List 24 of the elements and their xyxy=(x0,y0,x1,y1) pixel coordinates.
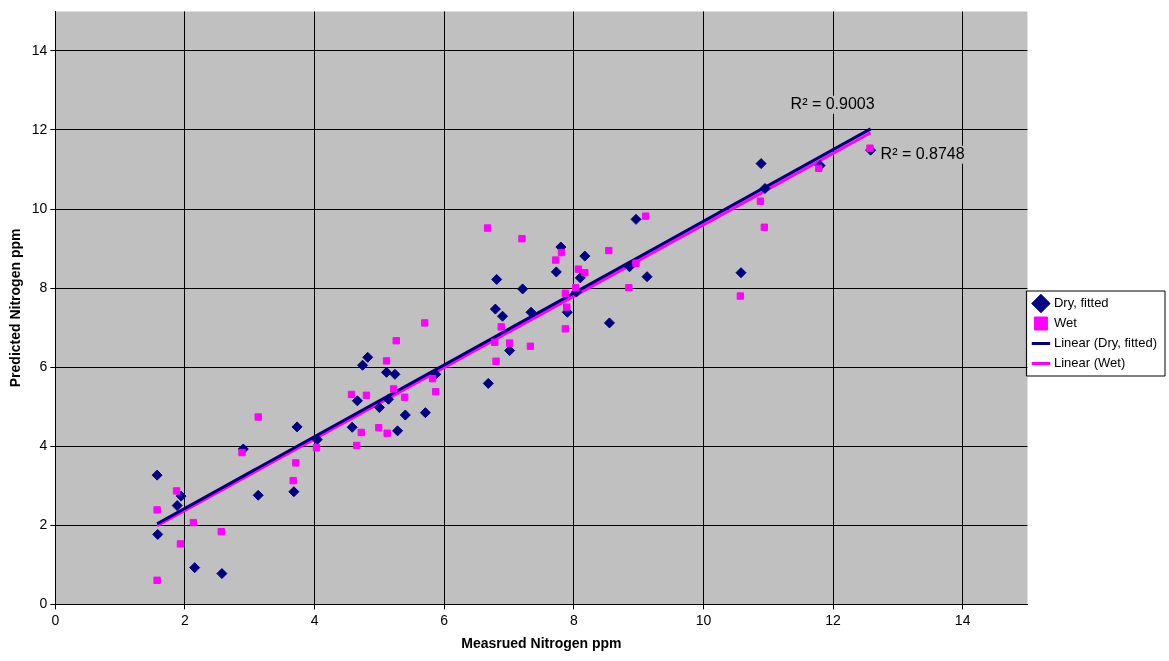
x-axis-title: Measrued Nitrogen ppm xyxy=(461,635,622,652)
y-tick-label: 0 xyxy=(39,595,48,612)
legend-label: Linear (Dry, fitted) xyxy=(1053,335,1158,351)
x-tick-label: 2 xyxy=(181,611,190,628)
y-tick-label: 6 xyxy=(39,358,48,375)
y-tick-label: 10 xyxy=(31,199,48,216)
x-tick-label: 4 xyxy=(310,611,319,628)
y-tick-label: 2 xyxy=(39,516,48,533)
legend-label: Dry, fitted xyxy=(1053,295,1109,311)
x-tick-label: 10 xyxy=(695,611,712,628)
x-tick-label: 12 xyxy=(825,611,842,628)
annotation: R² = 0.9003 xyxy=(790,95,875,113)
x-tick-label: 0 xyxy=(51,611,60,628)
x-tick-label: 6 xyxy=(440,611,449,628)
annotation: R² = 0.8748 xyxy=(880,145,965,163)
y-tick-label: 4 xyxy=(39,437,48,454)
legend-label: Linear (Wet) xyxy=(1053,355,1126,371)
y-tick-label: 12 xyxy=(31,120,48,137)
y-axis-title: Predicted Nitrogen ppm xyxy=(7,228,24,388)
y-tick-label: 8 xyxy=(39,278,48,295)
x-tick-label: 8 xyxy=(569,611,578,628)
x-tick-label: 14 xyxy=(954,611,971,628)
y-tick-label: 14 xyxy=(31,41,48,58)
legend-label: Wet xyxy=(1053,315,1078,331)
